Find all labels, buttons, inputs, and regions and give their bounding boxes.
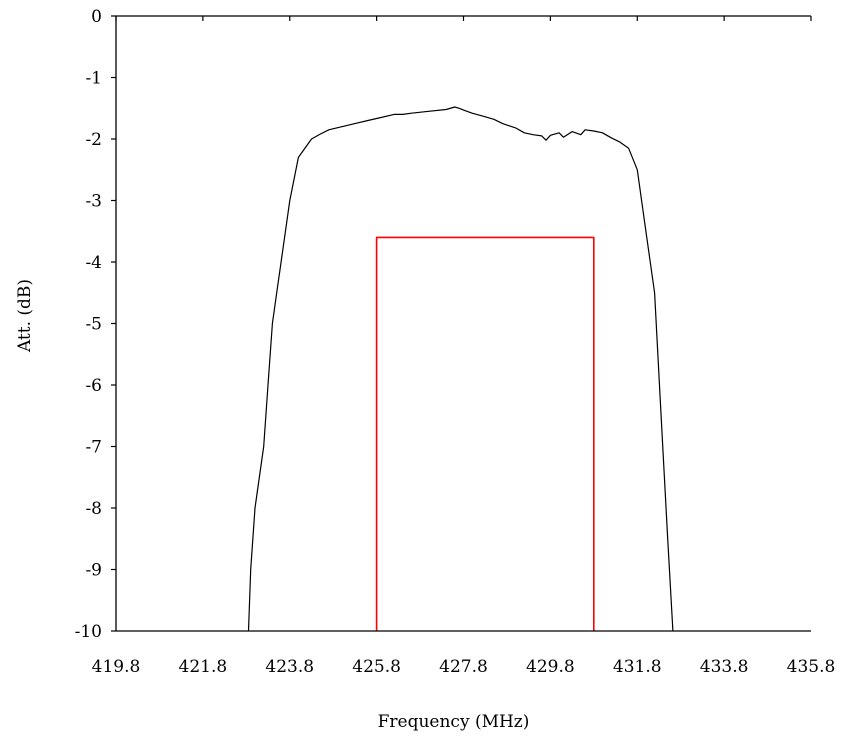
y-tick-label: 0 bbox=[91, 7, 102, 27]
y-tick-label: -6 bbox=[85, 376, 102, 396]
y-tick-label: -7 bbox=[85, 438, 102, 458]
x-tick-label: 423.8 bbox=[265, 657, 314, 677]
y-axis-title: Att. (dB) bbox=[15, 279, 35, 353]
y-tick-label: -2 bbox=[85, 130, 102, 150]
x-tick-label: 429.8 bbox=[526, 657, 575, 677]
x-tick-label: 433.8 bbox=[700, 657, 749, 677]
y-tick-label: -5 bbox=[85, 315, 102, 335]
y-tick-label: -1 bbox=[85, 69, 102, 89]
plot-frame bbox=[115, 15, 811, 632]
passband-mask bbox=[375, 236, 595, 631]
y-tick-label: -10 bbox=[75, 622, 102, 642]
y-ticks: 0 -1 -2 -3 -4 -5 -6 -7 -8 -9 -10 bbox=[75, 7, 116, 642]
x-tick-label: 421.8 bbox=[179, 657, 228, 677]
x-axis-title: Frequency (MHz) bbox=[378, 712, 530, 732]
x-tick-label: 425.8 bbox=[352, 657, 401, 677]
y-tick-label: -8 bbox=[85, 499, 102, 519]
y-tick-label: -4 bbox=[85, 253, 102, 273]
x-ticks: 419.8 421.8 423.8 425.8 427.8 429.8 431.8 433.8… bbox=[92, 16, 836, 677]
series-layer bbox=[247, 106, 674, 632]
y-tick-label: -9 bbox=[85, 561, 102, 581]
x-tick-label: 435.8 bbox=[787, 657, 836, 677]
x-tick-label: 427.8 bbox=[439, 657, 488, 677]
y-tick-label: -3 bbox=[85, 192, 102, 212]
x-tick-label: 431.8 bbox=[613, 657, 662, 677]
attenuation-curve bbox=[247, 106, 674, 632]
x-tick-label: 419.8 bbox=[92, 657, 141, 677]
